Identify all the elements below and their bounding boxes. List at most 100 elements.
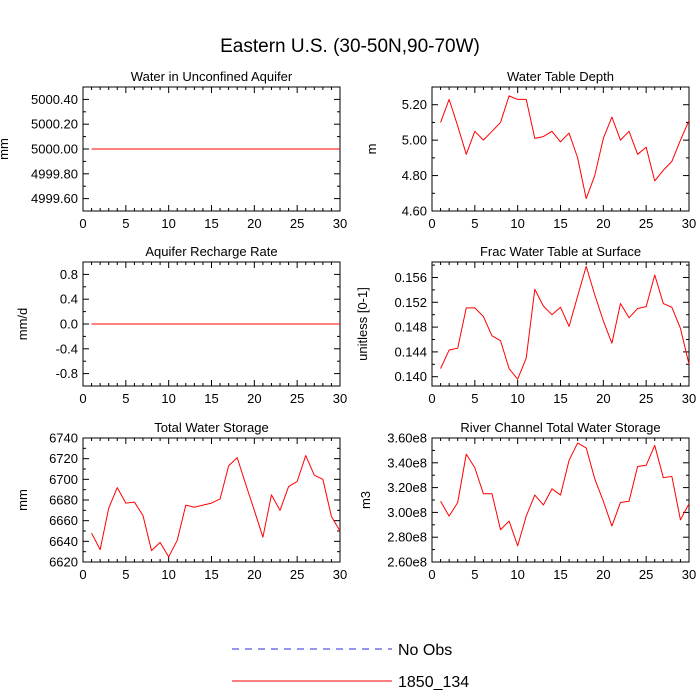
panel-title: Water Table Depth [507, 69, 614, 84]
y-tick-label: 2.60e8 [387, 555, 427, 570]
x-tick-label: 10 [161, 391, 175, 406]
x-tick-label: 15 [553, 216, 567, 231]
y-tick-label: 6700 [49, 472, 78, 487]
x-tick-label: 10 [510, 216, 524, 231]
x-tick-label: 30 [682, 391, 696, 406]
chart-panel-3: Aquifer Recharge Rate mm/d 0 5 10 15 20 25 30 -0.… [15, 244, 347, 406]
x-tick-label: 25 [290, 567, 304, 582]
y-tick-label: 6680 [49, 493, 78, 508]
x-tick-label: 20 [247, 567, 261, 582]
x-tick-label: 15 [204, 567, 218, 582]
y-axis-label: mm [0, 138, 11, 160]
x-tick-label: 25 [290, 391, 304, 406]
y-tick-label: 2.80e8 [387, 530, 427, 545]
y-tick-label: 0.0 [60, 317, 78, 332]
y-tick-label: -0.4 [56, 341, 78, 356]
y-tick-label: 3.00e8 [387, 505, 427, 520]
y-tick-label: 6660 [49, 513, 78, 528]
y-tick-label: 4.60 [402, 204, 427, 219]
y-tick-label: 6620 [49, 555, 78, 570]
series-line-1850_134 [440, 265, 690, 380]
legend-label-no-obs: No Obs [398, 642, 452, 659]
y-tick-label: 0.156 [394, 270, 427, 285]
y-tick-label: 5000.20 [31, 117, 78, 132]
x-tick-label: 5 [471, 567, 478, 582]
x-tick-label: 5 [122, 567, 129, 582]
x-tick-label: 15 [553, 567, 567, 582]
chart-panel-5: Total Water Storage mm 0 5 10 15 20 25 30 6620 664… [15, 420, 347, 582]
x-tick-label: 10 [161, 567, 175, 582]
x-tick-label: 0 [79, 391, 86, 406]
panel-title: Aquifer Recharge Rate [145, 244, 277, 259]
x-tick-label: 30 [682, 216, 696, 231]
y-tick-label: 3.60e8 [387, 431, 427, 446]
x-tick-label: 10 [161, 216, 175, 231]
x-tick-label: 15 [204, 391, 218, 406]
y-tick-label: 3.40e8 [387, 455, 427, 470]
y-tick-label: 4999.80 [31, 166, 78, 181]
x-tick-label: 15 [553, 391, 567, 406]
y-axis-label: m [364, 144, 379, 155]
figure-title: Eastern U.S. (30-50N,90-70W) [220, 36, 480, 57]
y-axis-label: m3 [358, 491, 373, 509]
x-tick-label: 30 [333, 216, 347, 231]
x-tick-label: 25 [639, 567, 653, 582]
y-tick-label: 4.80 [402, 168, 427, 183]
y-tick-label: 5000.40 [31, 92, 78, 107]
x-tick-label: 10 [510, 567, 524, 582]
x-tick-label: 5 [122, 391, 129, 406]
y-tick-label: 6740 [49, 431, 78, 446]
x-tick-label: 5 [471, 391, 478, 406]
x-tick-label: 0 [428, 567, 435, 582]
x-tick-label: 25 [639, 391, 653, 406]
panels: Water in Unconfined Aquifer mm 0 5 10 15 20 25 3… [0, 69, 696, 582]
y-axis-label: unitless [0-1] [355, 287, 370, 361]
y-axis-label: mm [15, 489, 30, 511]
y-tick-label: 6720 [49, 451, 78, 466]
series-line-1850_134 [440, 442, 690, 547]
chart-panel-6: River Channel Total Water Storage m3 0 5 10 1… [358, 420, 696, 582]
x-tick-label: 15 [204, 216, 218, 231]
panel-title: Frac Water Table at Surface [480, 244, 641, 259]
legend: No Obs 1850_134 [232, 642, 469, 691]
x-tick-label: 0 [428, 391, 435, 406]
chart-panel-1: Water in Unconfined Aquifer mm 0 5 10 15 20 25 3… [0, 69, 347, 231]
x-tick-label: 20 [247, 391, 261, 406]
x-tick-label: 20 [596, 216, 610, 231]
x-tick-label: 0 [428, 216, 435, 231]
x-tick-label: 20 [247, 216, 261, 231]
x-tick-label: 0 [79, 216, 86, 231]
x-tick-label: 25 [290, 216, 304, 231]
series-line-1850_134 [440, 95, 690, 200]
x-tick-label: 30 [333, 567, 347, 582]
panel-title: River Channel Total Water Storage [460, 420, 660, 435]
y-axis-label: mm/d [15, 308, 30, 341]
x-tick-label: 20 [596, 567, 610, 582]
y-tick-label: 4999.60 [31, 191, 78, 206]
chart-panel-2: Water Table Depth m 0 5 10 15 20 25 30 4.60 4.80 5.… [364, 69, 696, 231]
y-tick-label: 3.20e8 [387, 480, 427, 495]
panel-title: Water in Unconfined Aquifer [131, 69, 293, 84]
y-tick-label: 0.148 [394, 320, 427, 335]
x-tick-label: 0 [79, 567, 86, 582]
panel-title: Total Water Storage [154, 420, 268, 435]
y-tick-label: 6640 [49, 534, 78, 549]
y-tick-label: 0.8 [60, 267, 78, 282]
series-line-1850_134 [91, 455, 341, 558]
y-tick-label: 0.4 [60, 292, 78, 307]
x-tick-label: 5 [122, 216, 129, 231]
x-tick-label: 10 [510, 391, 524, 406]
y-tick-label: 5000.00 [31, 142, 78, 157]
y-tick-label: 0.140 [394, 369, 427, 384]
x-tick-label: 30 [333, 391, 347, 406]
x-tick-label: 25 [639, 216, 653, 231]
legend-label-1850-134: 1850_134 [398, 674, 469, 691]
y-tick-label: 0.144 [394, 344, 427, 359]
y-tick-label: 5.00 [402, 133, 427, 148]
x-tick-label: 30 [682, 567, 696, 582]
y-tick-label: 0.152 [394, 295, 427, 310]
x-tick-label: 5 [471, 216, 478, 231]
y-tick-label: 5.20 [402, 97, 427, 112]
